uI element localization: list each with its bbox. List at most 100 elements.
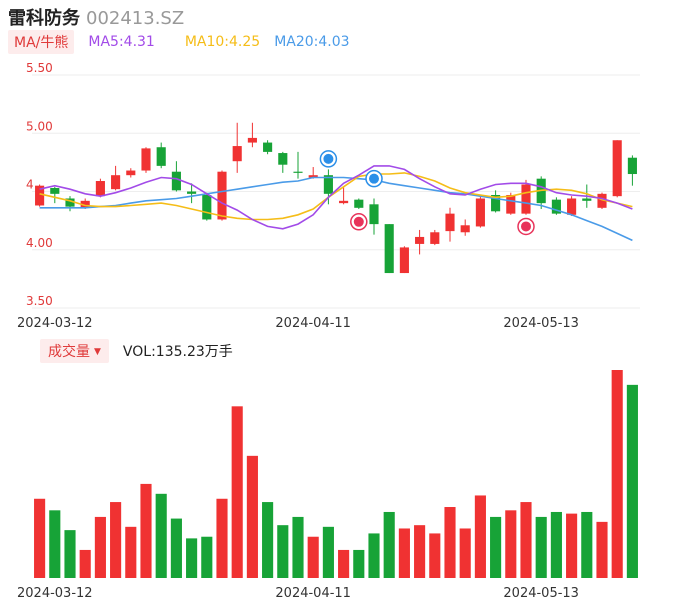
volume-bar [307, 536, 319, 578]
ma-lines [39, 165, 633, 242]
candle-body [597, 193, 607, 208]
candle-body [111, 175, 121, 190]
candle-body [415, 236, 425, 244]
volume-bar [383, 511, 395, 578]
candle-body [232, 146, 242, 162]
volume-bar [186, 538, 198, 578]
x-tick-label: 2024-04-11 [275, 586, 351, 601]
bear-marker-icon-dot [353, 216, 364, 227]
candle-body [126, 170, 136, 176]
candle-body [202, 194, 212, 220]
ma-legend: MA/牛熊 MA5:4.31 MA10:4.25 MA20:4.03 [8, 30, 350, 54]
bull-marker-icon-dot [369, 173, 379, 184]
candle-body [247, 137, 257, 143]
dropdown-arrow-icon: ▼ [94, 347, 101, 357]
candle-body [460, 225, 470, 233]
candle-body [35, 185, 45, 206]
candle-body [217, 171, 227, 220]
volume-bar [611, 370, 623, 578]
volume-bar [155, 493, 167, 578]
candle-body [506, 194, 516, 214]
candle-body [80, 200, 90, 208]
volume-bar [292, 516, 304, 578]
volume-bar [566, 513, 578, 578]
y-tick-label: 4.00 [26, 236, 53, 250]
volume-bar [626, 384, 638, 578]
volume-bar [110, 502, 122, 578]
volume-bar [398, 528, 410, 578]
candle-body [491, 194, 501, 212]
volume-bar [596, 521, 608, 578]
candle-body [384, 224, 394, 274]
volume-bar [353, 549, 365, 578]
signal-markers [319, 150, 535, 236]
ma20-line [39, 176, 633, 242]
candle-body [627, 157, 637, 175]
candle-body [445, 213, 455, 232]
volume-bar [231, 406, 243, 578]
volume-bar [140, 483, 152, 578]
candle-body [369, 204, 379, 225]
volume-bar [64, 530, 76, 578]
y-tick-label: 4 [26, 178, 34, 192]
volume-bar [34, 498, 46, 578]
price-axis: 5.50 5.00 4 4.00 3.50 [26, 61, 53, 308]
candle-body [339, 200, 349, 204]
volume-bar [338, 549, 350, 578]
stock-code: 002413.SZ [86, 8, 185, 29]
candle-body [278, 153, 288, 165]
volume-bar [201, 536, 213, 578]
volume-bar [535, 516, 547, 578]
volume-bar [262, 502, 274, 578]
candle-body [141, 148, 151, 171]
volume-tag-label: 成交量 [48, 344, 90, 360]
volume-bar [444, 507, 456, 578]
candle-body [50, 188, 60, 194]
candle-body [582, 198, 592, 201]
candle-body [293, 171, 303, 173]
volume-bar [429, 533, 441, 578]
volume-bar [246, 455, 258, 578]
y-tick-label: 5.00 [26, 119, 53, 133]
candle-body [521, 184, 531, 214]
y-tick-label: 3.50 [26, 294, 53, 308]
price-grid [32, 74, 640, 309]
volume-bar [474, 495, 486, 578]
bull-marker-icon-dot [323, 153, 334, 164]
volume-bar [322, 526, 334, 578]
candle-body [399, 247, 409, 274]
candle-body [308, 175, 318, 178]
candles [35, 122, 637, 274]
volume-bar [49, 510, 61, 578]
volume-bar [520, 502, 532, 578]
volume-bar [216, 498, 228, 578]
candle-body [95, 181, 105, 197]
x-tick-label: 2024-05-13 [503, 316, 579, 331]
stock-title: 雷科防务 002413.SZ [8, 4, 184, 30]
stock-name: 雷科防务 [8, 8, 80, 29]
volume-bar [459, 528, 471, 578]
volume-bar [368, 533, 380, 578]
candle-body [430, 232, 440, 244]
volume-bar [550, 511, 562, 578]
volume-bar [79, 549, 91, 578]
ma10-label: MA10:4.25 [184, 34, 261, 50]
candle-body [567, 198, 577, 215]
candle-body [323, 175, 333, 194]
volume-value: VOL:135.23万手 [122, 344, 233, 360]
ma-indicator-tag[interactable]: MA/牛熊 [8, 30, 75, 54]
candle-body [551, 199, 561, 214]
candle-body [475, 198, 485, 227]
volume-indicator-tag[interactable]: 成交量 ▼ [40, 339, 109, 363]
y-tick-label: 5.50 [26, 61, 53, 75]
candle-body [612, 140, 622, 197]
volume-legend: 成交量 ▼ VOL:135.23万手 [40, 339, 233, 363]
x-tick-label: 2024-05-13 [503, 586, 579, 601]
ma20-label: MA20:4.03 [274, 34, 350, 50]
candle-body [65, 198, 75, 207]
candle-body [156, 147, 166, 166]
volume-bar [581, 511, 593, 578]
ma5-line [39, 165, 633, 230]
candle-body [171, 171, 181, 191]
